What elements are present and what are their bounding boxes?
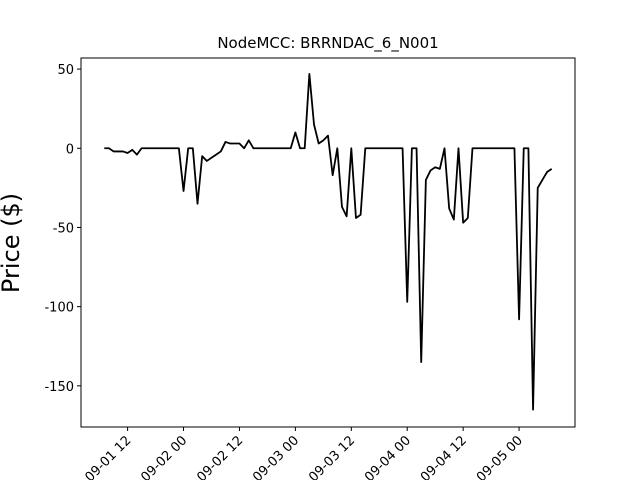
y-tick-label: 0 [66,142,74,157]
x-tick-label: 09-01 12 [82,433,134,480]
plot-frame [80,57,576,428]
price-line [104,72,553,411]
y-axis-label: Price ($) [0,193,25,293]
y-tick-label: -150 [44,380,74,395]
x-tick-label: 09-04 00 [362,433,414,480]
y-tick-label: 50 [57,63,74,78]
x-tick-label: 09-05 00 [474,433,526,480]
y-tick-label: -100 [44,301,74,316]
x-tick-label: 09-02 00 [138,433,190,480]
x-tick-label: 09-02 12 [194,433,246,480]
x-tick-label: 09-03 00 [250,433,302,480]
chart-title: NodeMCC: BRRNDAC_6_N001 [217,34,438,53]
x-tick-label: 09-03 12 [306,433,358,480]
x-tick-label: 09-04 12 [418,433,470,480]
y-tick-label: -50 [53,221,74,236]
